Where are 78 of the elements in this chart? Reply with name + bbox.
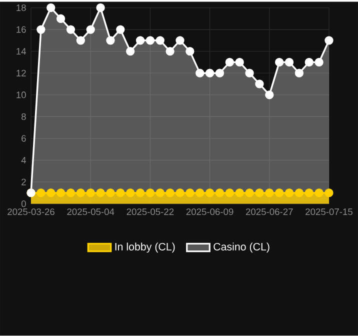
point <box>76 36 86 45</box>
point <box>176 188 184 198</box>
point <box>66 25 76 34</box>
y-tick-label: 6 <box>22 135 26 142</box>
point <box>46 4 56 12</box>
point <box>205 68 214 78</box>
x-tick-label: 2025-06-09 <box>186 208 234 216</box>
point <box>56 188 66 198</box>
point <box>86 25 95 34</box>
point <box>136 188 145 198</box>
point <box>176 36 184 45</box>
y-tick-label: 8 <box>22 113 26 120</box>
point <box>86 188 95 198</box>
point <box>284 58 294 67</box>
point <box>196 68 204 78</box>
point <box>186 188 194 198</box>
point <box>294 68 304 78</box>
point <box>196 188 204 198</box>
point <box>225 58 234 67</box>
point <box>294 188 304 198</box>
point <box>116 25 125 34</box>
point <box>136 36 145 45</box>
point <box>274 58 284 67</box>
point <box>116 188 125 198</box>
point <box>46 188 56 198</box>
legend-label: Casino (CL) <box>214 242 270 253</box>
point <box>166 47 174 56</box>
point <box>36 25 46 34</box>
point <box>146 188 155 198</box>
y-tick-label: 10 <box>16 92 26 98</box>
point <box>304 58 314 67</box>
point <box>245 188 254 198</box>
point <box>255 188 264 198</box>
y-tick-label: 0 <box>21 200 26 208</box>
x-tick-label: 2025-03-26 <box>8 208 54 216</box>
y-tick-label: 14 <box>16 48 26 55</box>
x-tick-label: 2025-05-22 <box>126 208 174 216</box>
point <box>235 188 244 198</box>
point <box>314 58 324 67</box>
point <box>324 36 334 45</box>
point <box>166 188 174 198</box>
point <box>156 36 164 45</box>
point <box>146 36 155 45</box>
point <box>215 68 224 78</box>
y-tick-label: 4 <box>21 157 26 164</box>
point <box>126 188 135 198</box>
point <box>314 188 324 198</box>
point <box>215 188 224 198</box>
point <box>126 47 135 56</box>
point <box>255 80 264 88</box>
point <box>265 90 274 100</box>
point <box>324 188 334 198</box>
point <box>36 188 46 198</box>
y-tick-label: 16 <box>16 26 26 33</box>
point <box>245 68 254 78</box>
legend-label: In lobby (CL) <box>115 242 175 253</box>
point <box>56 14 66 24</box>
point <box>106 36 115 45</box>
point <box>66 188 76 198</box>
x-tick-label: 2025-07-15 <box>306 208 352 216</box>
x-tick-label: 2025-05-04 <box>67 208 114 216</box>
point <box>76 188 86 198</box>
point <box>106 188 115 198</box>
point <box>304 188 314 198</box>
point <box>274 188 284 198</box>
point <box>235 58 244 67</box>
y-tick-label: 18 <box>16 4 26 12</box>
x-tick-label: 2025-06-27 <box>246 208 293 216</box>
point <box>156 188 164 198</box>
point <box>284 188 294 198</box>
point <box>265 188 274 198</box>
point <box>225 188 234 198</box>
y-tick-label: 2 <box>22 178 26 186</box>
point <box>186 47 194 56</box>
point <box>96 4 105 12</box>
point <box>96 188 105 198</box>
point <box>205 188 214 198</box>
y-tick-label: 12 <box>16 70 26 76</box>
